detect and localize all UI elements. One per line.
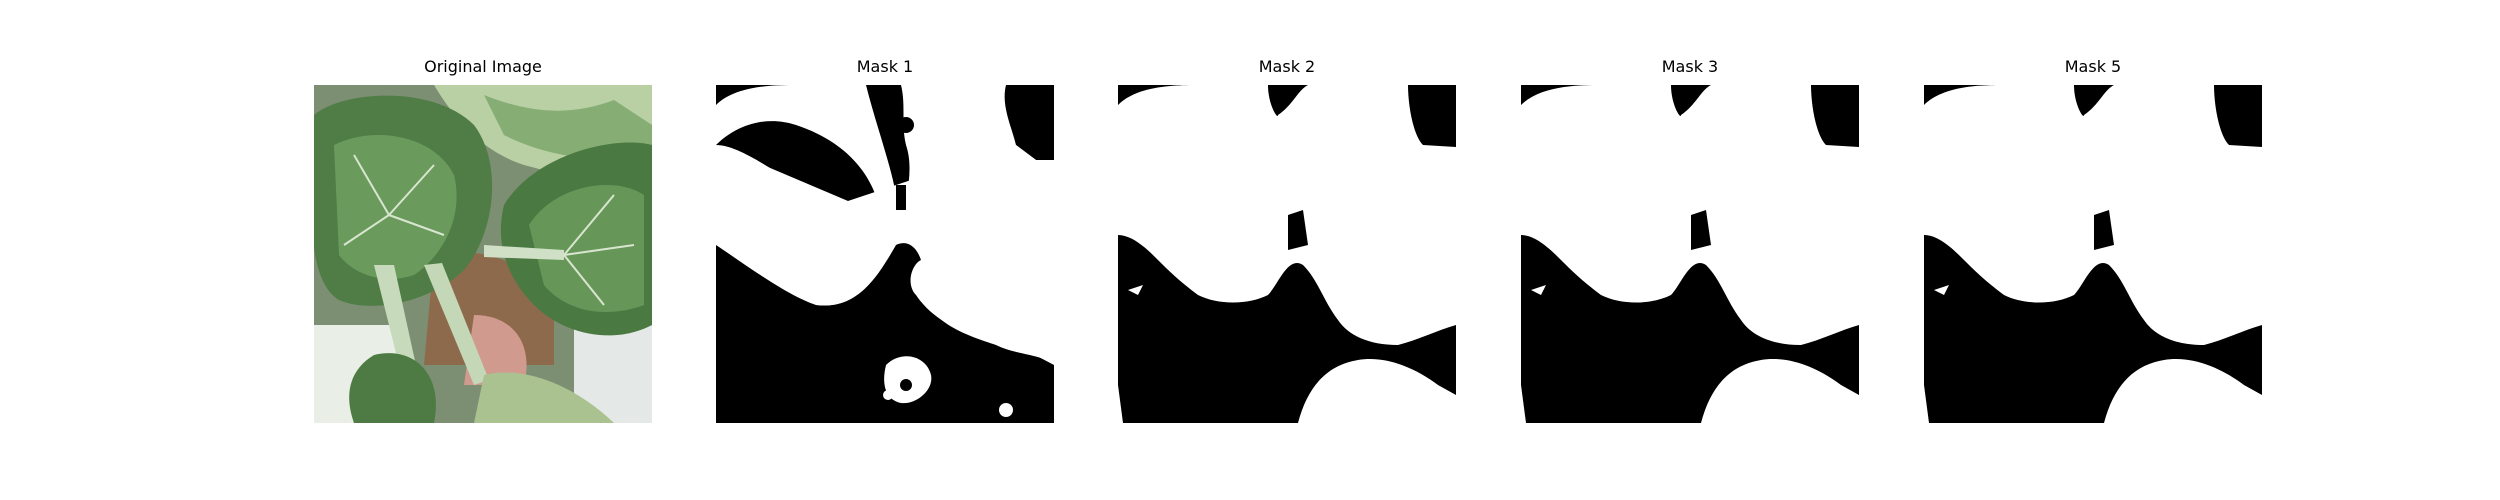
mask-shape <box>1118 85 1456 423</box>
mask-1-image <box>716 85 1054 423</box>
panel-title: Mask 5 <box>2064 57 2122 76</box>
mask-2-image <box>1118 85 1456 423</box>
original-image <box>314 85 652 423</box>
mask-5-image <box>1924 85 2262 423</box>
panel-title: Mask 3 <box>1661 57 1719 76</box>
panel-title: Original Image <box>424 57 542 76</box>
panel-title: Mask 2 <box>1258 57 1316 76</box>
panel-title: Mask 1 <box>856 57 914 76</box>
mask-3-image <box>1521 85 1859 423</box>
